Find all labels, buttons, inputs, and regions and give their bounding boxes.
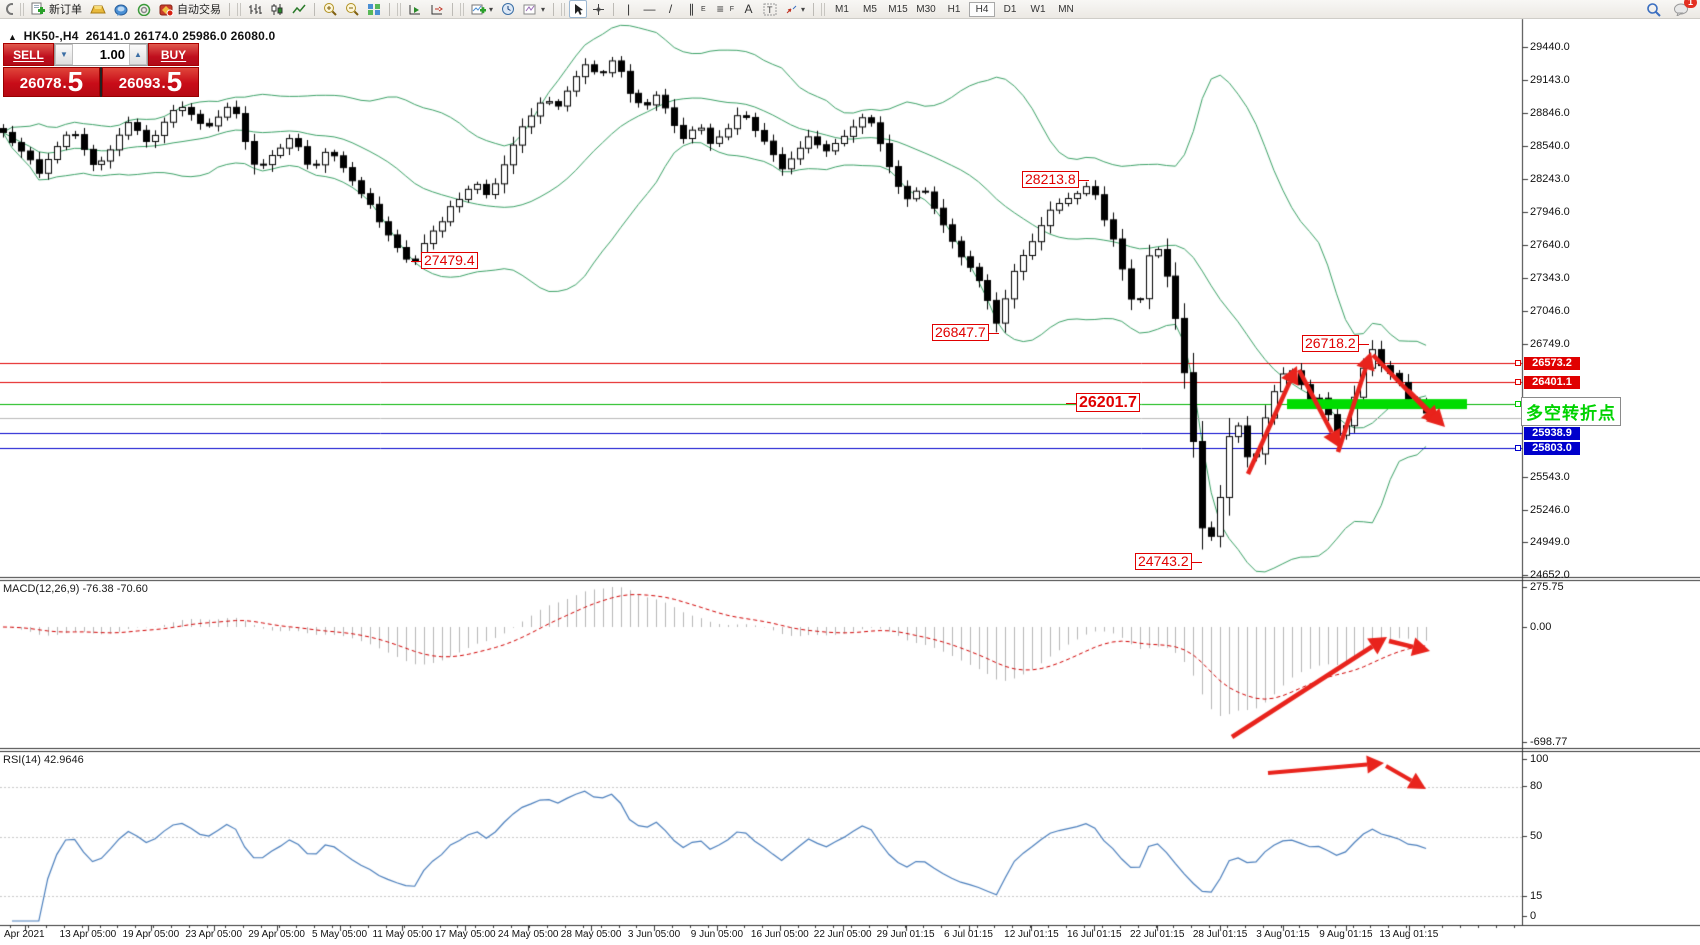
chart-line-icon[interactable] <box>289 1 309 17</box>
text-icon[interactable]: A <box>744 2 753 16</box>
zoom-in-icon[interactable] <box>320 1 340 17</box>
cursor-icon[interactable] <box>569 0 588 18</box>
crosshair-icon[interactable] <box>589 1 608 17</box>
chart-bars-icon[interactable] <box>245 1 265 17</box>
volume-input[interactable]: 1.00 <box>99 47 125 62</box>
new-order-icon <box>31 2 45 15</box>
one-click-trading-panel: SELL ▼ 1.00 ▲ BUY 26078. 5 26093. 5 <box>3 43 199 97</box>
timeframe-mn[interactable]: MN <box>1058 3 1074 15</box>
vertical-line-icon[interactable]: | <box>626 2 631 16</box>
ohlc-values: 26141.0 26174.0 25986.0 26080.0 <box>85 29 276 43</box>
new-order-label: 新订单 <box>49 4 82 16</box>
timeframe-m5[interactable]: M5 <box>863 3 877 15</box>
toolbar-grip <box>20 2 24 16</box>
tile-windows-icon[interactable] <box>364 1 384 17</box>
timeframe-d1[interactable]: D1 <box>1003 3 1017 15</box>
timeframe-h4[interactable]: H4 <box>969 1 995 17</box>
volume-decrease-button[interactable]: ▼ <box>55 44 73 65</box>
arrows-icon[interactable]: ▾ <box>782 1 808 17</box>
symbol-timeframe: HK50-,H4 <box>23 29 79 43</box>
search-icon[interactable] <box>1643 1 1664 17</box>
clock-icon[interactable] <box>498 1 518 17</box>
buy-button[interactable]: BUY <box>148 43 199 66</box>
timeframe-m1[interactable]: M1 <box>835 3 849 15</box>
timeframe-w1[interactable]: W1 <box>1030 3 1046 15</box>
svg-text:T: T <box>767 5 773 15</box>
objects-list-icon[interactable]: ▾ <box>520 1 548 17</box>
auto-scroll-icon[interactable] <box>405 1 425 17</box>
signals-icon[interactable] <box>134 1 154 17</box>
volume-increase-button[interactable]: ▲ <box>129 44 147 65</box>
notifications-icon[interactable]: 1 <box>1670 0 1697 17</box>
text-label-icon[interactable]: T <box>760 1 780 17</box>
autotrade-label: 自动交易 <box>177 4 221 16</box>
autotrade-button[interactable]: 自动交易 <box>156 1 224 17</box>
app-menu-icon[interactable] <box>0 1 16 17</box>
symbol-triangle-icon: ▲ <box>8 32 18 42</box>
sell-button[interactable]: SELL <box>3 43 54 66</box>
timeframe-m30[interactable]: M30 <box>916 3 936 15</box>
horizontal-line-icon[interactable]: — <box>643 2 656 16</box>
autotrade-icon <box>159 4 174 16</box>
chart-shift-icon[interactable] <box>427 1 447 17</box>
chart-candles-icon[interactable] <box>267 1 287 17</box>
gold-icon[interactable] <box>87 1 109 17</box>
zoom-out-icon[interactable] <box>342 1 362 17</box>
buy-price[interactable]: 26093. 5 <box>102 67 199 97</box>
channel-icon[interactable]: ∥ E <box>688 2 706 16</box>
timeframe-m15[interactable]: M15 <box>888 3 908 15</box>
new-chart-button[interactable]: ▾ <box>468 1 496 17</box>
fibonacci-icon[interactable]: ≡ F <box>716 2 734 16</box>
new-order-button[interactable]: 新订单 <box>28 1 85 17</box>
main-toolbar: 新订单 自动交易 ▾ ▾ | — / ∥ E ≡ F A T ▾ <box>0 0 1700 19</box>
sell-price[interactable]: 26078. 5 <box>3 67 100 97</box>
timeframe-h1[interactable]: H1 <box>947 3 961 15</box>
chart-title: ▲ HK50-,H4 26141.0 26174.0 25986.0 26080… <box>8 29 275 43</box>
trendline-icon[interactable]: / <box>668 2 673 16</box>
turning-point-note[interactable]: 多空转折点 <box>1521 397 1621 426</box>
notification-badge: 1 <box>1684 0 1697 8</box>
community-icon[interactable] <box>111 1 132 17</box>
